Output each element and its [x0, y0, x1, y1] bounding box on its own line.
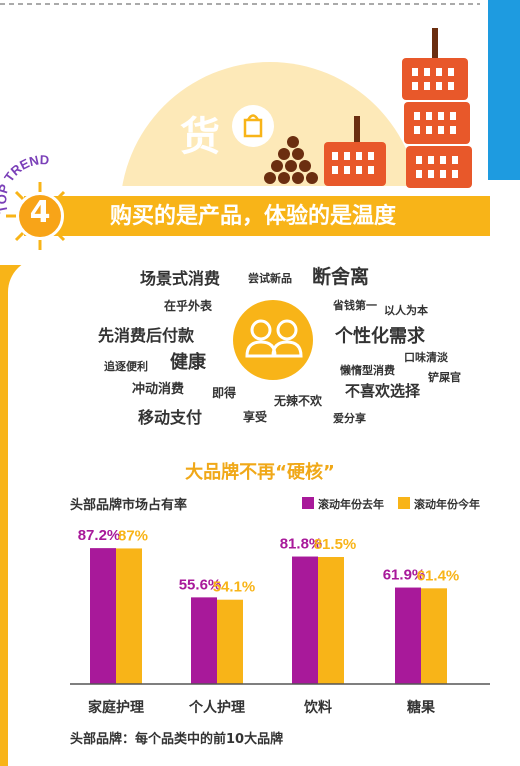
legend-label-this-year: 滚动年份今年 [414, 498, 480, 511]
bar-value-label: 81.5% [314, 536, 357, 553]
category-tick-label: 家庭护理 [88, 699, 144, 716]
footnote: 头部品牌：每个品类中的前10大品牌 [70, 732, 284, 747]
word-cloud-term: 断舍离 [312, 266, 370, 288]
bar [217, 599, 243, 684]
hero-title: 货 [180, 114, 220, 160]
word-cloud-term: 即得 [212, 386, 237, 400]
trend-banner [24, 196, 490, 236]
word-cloud-term: 懒惰型消费 [340, 364, 395, 377]
bar [90, 548, 116, 684]
bar-value-label: 61.9% [383, 567, 426, 584]
chart-title: 大品牌不再“硬核” [185, 462, 335, 483]
word-cloud-term: 移动支付 [138, 408, 203, 427]
bar-value-label: 55.6% [179, 576, 222, 593]
banner-title: 购买的是产品，体验的是温度 [110, 204, 397, 229]
legend-swatch-last-year [302, 497, 314, 509]
word-cloud-term: 享受 [243, 410, 268, 424]
word-cloud-term: 以人为本 [384, 304, 428, 317]
trend-number-badge [16, 192, 64, 240]
bar [318, 557, 344, 684]
legend-label-last-year: 滚动年份去年 [318, 498, 384, 511]
sun-rays-icon [6, 182, 74, 250]
word-cloud-term: 个性化需求 [335, 326, 425, 347]
legend-swatch-this-year [398, 497, 410, 509]
bar [395, 587, 421, 684]
word-cloud-term: 健康 [170, 352, 206, 373]
category-tick-label: 饮料 [303, 699, 332, 716]
bar [292, 556, 318, 684]
word-cloud-term: 不喜欢选择 [345, 382, 421, 400]
right-blue-bar [488, 0, 520, 180]
bar-value-label: 87% [118, 527, 148, 544]
shopping-bag-icon [232, 105, 274, 147]
trend-number: 4 [29, 195, 51, 230]
word-cloud-term: 冲动消费 [132, 382, 185, 397]
category-tick-label: 糖果 [407, 699, 436, 716]
word-cloud-term: 爱分享 [333, 412, 366, 425]
word-cloud-term: 先消费后付款 [98, 326, 195, 345]
bar-value-label: 61.4% [417, 567, 460, 584]
word-cloud-term: 尝试新品 [248, 272, 292, 285]
word-cloud-term: 场景式消费 [140, 269, 221, 288]
bar [421, 588, 447, 684]
bar-value-label: 54.1% [213, 579, 256, 596]
bar-value-label: 87.2% [78, 527, 121, 544]
hero-baskets-illustration [264, 28, 472, 188]
chart-subtitle: 头部品牌市场占有率 [70, 498, 188, 513]
bar [191, 597, 217, 684]
word-cloud-term: 口味清淡 [404, 351, 448, 364]
bar [116, 548, 142, 684]
bar-value-label: 81.8% [280, 536, 323, 553]
word-cloud-term: 无辣不欢 [274, 394, 323, 408]
category-tick-label: 个人护理 [188, 699, 245, 716]
word-cloud-term: 省钱第一 [333, 299, 377, 312]
word-cloud-term: 在乎外表 [164, 299, 213, 313]
people-icon [233, 300, 313, 380]
word-cloud-term: 铲屎官 [428, 371, 461, 384]
word-cloud-term: 追逐便利 [104, 360, 148, 373]
top-trend-arc-label: TOP TREND [0, 152, 49, 214]
top-dashed-border [0, 3, 480, 5]
